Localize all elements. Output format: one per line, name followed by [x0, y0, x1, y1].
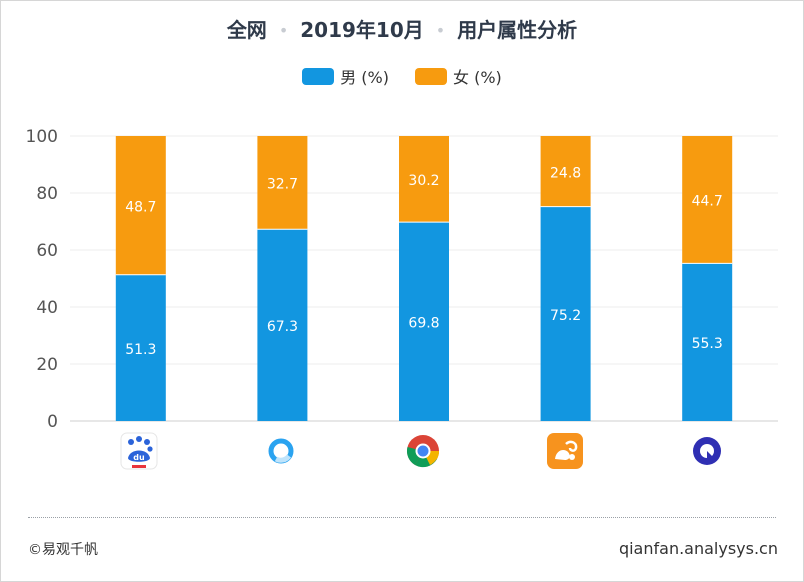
svg-text:du: du: [133, 453, 145, 462]
bar-male[interactable]: [682, 263, 733, 421]
data-label: 44.7: [692, 194, 723, 210]
y-tick-label: 0: [47, 412, 58, 432]
legend-swatch-male: [302, 67, 335, 85]
baidu-browser-icon[interactable]: du: [120, 432, 158, 472]
qq-browser-icon[interactable]: [262, 432, 300, 470]
legend-item-male[interactable]: 男 (%): [302, 64, 389, 88]
bar-male[interactable]: [540, 206, 591, 421]
data-label: 24.8: [550, 165, 581, 181]
legend-item-female[interactable]: 女 (%): [415, 64, 502, 88]
footer-divider: [28, 517, 776, 518]
data-label: 55.3: [692, 336, 723, 352]
data-label: 75.2: [550, 308, 581, 324]
data-label: 30.2: [408, 173, 439, 189]
legend-label-female: 女 (%): [453, 68, 502, 87]
bar-female[interactable]: [540, 136, 591, 207]
data-label: 69.8: [408, 316, 439, 332]
y-tick-label: 60: [36, 241, 58, 261]
y-tick-label: 100: [26, 127, 58, 147]
y-tick-label: 40: [36, 298, 58, 318]
title-separator: •: [435, 21, 446, 40]
bar-male[interactable]: [399, 222, 449, 421]
legend: 男 (%) 女 (%): [0, 64, 804, 88]
bar-male[interactable]: [115, 274, 166, 421]
data-label: 67.3: [267, 319, 298, 335]
legend-swatch-female: [415, 67, 447, 85]
chart-title: 全网 • 2019年10月 • 用户属性分析: [0, 14, 804, 43]
title-scope: 全网: [226, 18, 267, 42]
y-tick-label: 80: [36, 184, 58, 204]
data-label: 48.7: [125, 199, 156, 215]
chrome-icon[interactable]: [404, 432, 442, 470]
bar-female[interactable]: [257, 136, 308, 230]
source-url[interactable]: qianfan.analysys.cn: [618, 539, 778, 558]
title-period: 2019年10月: [300, 18, 424, 42]
uc-browser-icon[interactable]: [546, 432, 584, 470]
bar-female[interactable]: [115, 136, 166, 275]
legend-label-male: 男 (%): [340, 68, 389, 87]
quark-browser-icon[interactable]: [688, 432, 726, 470]
title-separator: •: [278, 21, 289, 40]
bar-female[interactable]: [682, 136, 733, 264]
data-label: 51.3: [125, 342, 156, 358]
copyright-text: ©易观千帆: [28, 542, 98, 558]
y-tick-label: 20: [36, 355, 58, 375]
title-subject: 用户属性分析: [457, 18, 578, 42]
data-label: 32.7: [267, 177, 298, 193]
bar-female[interactable]: [399, 136, 449, 223]
bar-male[interactable]: [257, 229, 308, 421]
